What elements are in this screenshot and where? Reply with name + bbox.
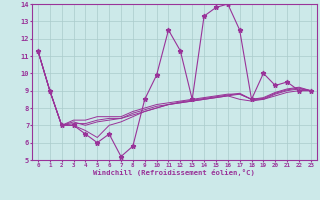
X-axis label: Windchill (Refroidissement éolien,°C): Windchill (Refroidissement éolien,°C)	[93, 169, 255, 176]
